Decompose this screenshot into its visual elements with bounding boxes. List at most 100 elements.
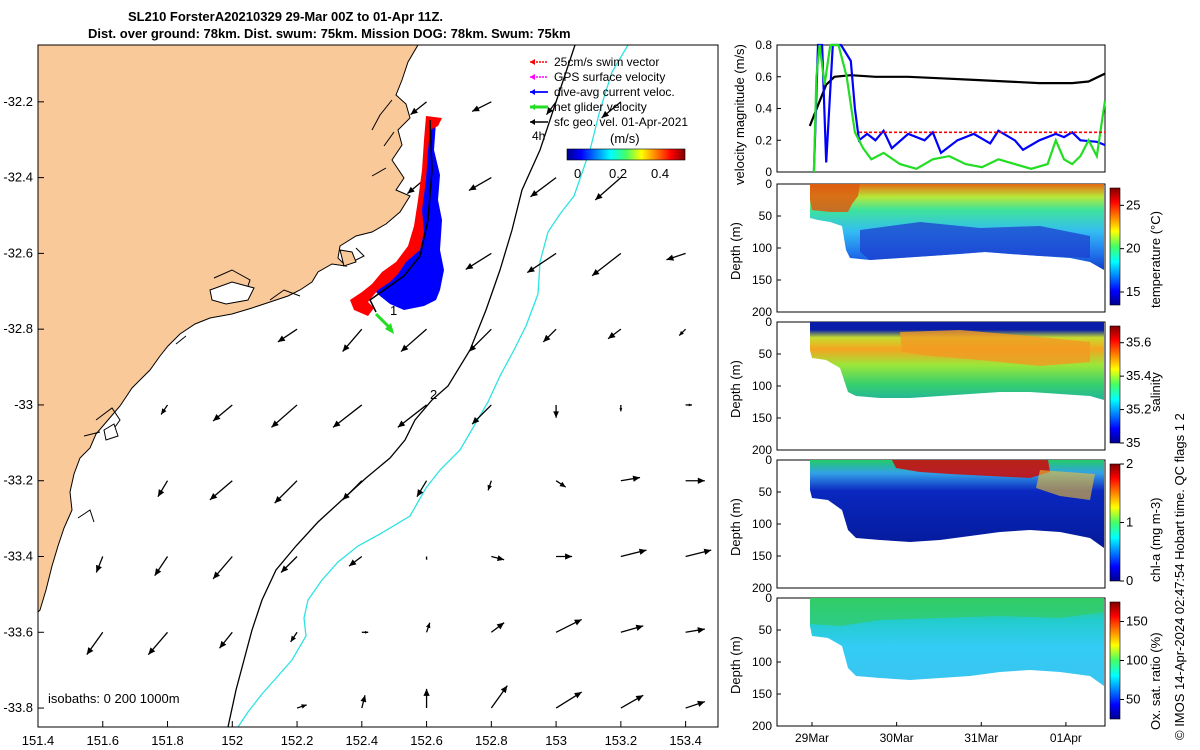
depth-tick-3-0: 0 xyxy=(765,315,772,329)
velocity-series-2 xyxy=(812,43,1107,173)
time-tick-1: 30Mar xyxy=(880,731,914,745)
salinity-colorbar xyxy=(1109,325,1121,444)
cbar-tick-3-2: 35.4 xyxy=(1126,368,1151,383)
cbar-tick-4-0: 0 xyxy=(1126,573,1133,588)
speed-colorbar-tick-0: 0 xyxy=(574,166,581,181)
velocity-ytick-4: 0.8 xyxy=(755,38,772,52)
geo-vector-head-25 xyxy=(553,411,559,418)
geo-vector-head-43 xyxy=(497,555,505,561)
salinity-ticks: 0 50 100 150 200 35 35.2 35.4 35.6 xyxy=(752,315,1151,457)
geo-vector-head-28 xyxy=(157,489,165,497)
coast-detail-1 xyxy=(77,99,395,523)
geo-vector-head-31 xyxy=(342,492,350,500)
geo-velocity-vectors xyxy=(86,101,712,709)
map-xtick-0: 151.4 xyxy=(22,733,55,748)
geo-vector-head-49 xyxy=(219,640,227,649)
depth-tick-4-3: 150 xyxy=(752,549,772,563)
geo-vector-head-6 xyxy=(530,190,538,197)
geo-vector-head-24 xyxy=(472,416,480,425)
geo-vector-head-22 xyxy=(333,420,341,428)
temperature-panel: temperature (°C) Depth (m) 0 50 100 150 200 1… xyxy=(728,177,1163,319)
geo-vector-head-62 xyxy=(635,695,644,702)
geo-vector-head-23 xyxy=(397,420,406,428)
geo-vector-head-19 xyxy=(161,408,167,415)
legend-geo: sfc geo. vel. 01-Apr-2021 xyxy=(554,115,688,129)
geo-vector-head-57 xyxy=(301,704,307,709)
geo-vector-head-11 xyxy=(666,254,675,261)
geo-vector-head-8 xyxy=(465,263,474,270)
geo-vector-head-27 xyxy=(688,403,693,407)
geo-vector-head-39 xyxy=(213,571,221,579)
geo-vector-head-2 xyxy=(546,107,554,115)
geo-vector-head-52 xyxy=(426,622,431,629)
geo-vector-head-34 xyxy=(559,481,566,488)
geo-vector-head-0 xyxy=(472,105,480,112)
map-xtick-7: 152.8 xyxy=(475,733,508,748)
geo-vector-head-54 xyxy=(574,619,582,626)
geo-vector-head-44 xyxy=(565,553,573,560)
cbar-tick-5-0: 50 xyxy=(1126,692,1140,707)
geo-vector-head-1 xyxy=(410,107,419,115)
map-xtick-1: 151.6 xyxy=(86,733,119,748)
chla-ylabel: Depth (m) xyxy=(728,498,743,556)
salinity-panel: salinity Depth (m) 0 50 100 150 200 35 35.2 35.… xyxy=(728,315,1163,457)
depth-tick-2-0: 0 xyxy=(765,177,772,191)
chla-mid-layer xyxy=(1036,470,1095,500)
cbar-tick-4-1: 1 xyxy=(1126,515,1133,530)
geo-vector-head-56 xyxy=(697,627,705,634)
oxygen-colorbar xyxy=(1109,601,1121,720)
salinity-cbar-label: salinity xyxy=(1148,372,1163,412)
geo-vector-head-58 xyxy=(360,695,367,703)
geo-vector-head-16 xyxy=(543,334,551,342)
geo-vector-head-13 xyxy=(342,344,350,352)
oxygen-panel: Ox. sat. ratio (%) Depth (m) 0 50 100 150 20… xyxy=(728,591,1163,745)
oxygen-upper-layer xyxy=(810,598,1104,626)
depth-tick-3-2: 100 xyxy=(752,379,772,393)
map-xtick-5: 152.4 xyxy=(346,733,379,748)
temperature-warm-layer xyxy=(810,184,860,212)
coast-lake xyxy=(339,249,357,267)
oxygen-ticks: 0 50 100 150 200 50 100 150 29Mar 30Mar 31Mar 01Apr xyxy=(752,591,1148,745)
depth-tick-4-1: 50 xyxy=(759,485,773,499)
map-ytick-6: -33.4 xyxy=(3,549,33,564)
salinity-ylabel: Depth (m) xyxy=(728,360,743,418)
velocity-panel: 0 0.2 0.4 0.6 0.8 velocity magnitude (m/s) xyxy=(732,38,1107,185)
depth-tick-2-4: 200 xyxy=(752,305,772,319)
map-ytick-2: -32.6 xyxy=(3,245,33,260)
depth-tick-4-2: 100 xyxy=(752,517,772,531)
cbar-tick-3-0: 35 xyxy=(1126,435,1140,450)
geo-vector-head-18 xyxy=(679,330,684,336)
map-xtick-2: 151.8 xyxy=(151,733,184,748)
velocity-ytick-3: 0.6 xyxy=(755,70,772,84)
legend-dive: dive-avg current veloc. xyxy=(554,85,675,99)
geo-vector-head-41 xyxy=(349,559,357,567)
geo-vector-head-10 xyxy=(592,269,600,276)
depth-tick-2-1: 50 xyxy=(759,209,773,223)
temperature-deep-layer xyxy=(860,222,1090,260)
title-line1: SL210 ForsterA20210329 29-Mar 00Z to 01-… xyxy=(128,9,443,24)
depth-tick-5-2: 100 xyxy=(752,655,772,669)
track-marker-2: 2 xyxy=(430,387,437,402)
geo-vector-head-37 xyxy=(96,564,102,573)
depth-tick-5-4: 200 xyxy=(752,719,772,733)
map-xtick-8: 153 xyxy=(545,733,567,748)
speed-colorbar-tick-2: 0.4 xyxy=(651,166,669,181)
net-velocity-arrowhead xyxy=(385,323,394,334)
legend-swim: 25cm/s swim vector xyxy=(554,55,659,69)
colorbar-unit: (m/s) xyxy=(610,131,640,146)
map-xtick-3: 152 xyxy=(221,733,243,748)
depth-tick-4-0: 0 xyxy=(765,453,772,467)
geo-vector-head-38 xyxy=(154,568,162,576)
geo-vector-head-21 xyxy=(271,420,279,428)
geo-vector-head-9 xyxy=(527,266,535,273)
chla-high-layer xyxy=(892,460,1050,478)
cbar-tick-2-1: 20 xyxy=(1126,241,1140,256)
isobath-1000 xyxy=(237,45,629,727)
velocity-series-0 xyxy=(808,72,1106,127)
geo-vector-head-20 xyxy=(213,414,221,421)
oxygen-section xyxy=(810,598,1104,686)
chla-colorbar xyxy=(1109,463,1121,582)
geo-vector-head-63 xyxy=(697,700,705,707)
temperature-ylabel: Depth (m) xyxy=(728,222,743,280)
geo-vector-head-40 xyxy=(281,565,289,573)
